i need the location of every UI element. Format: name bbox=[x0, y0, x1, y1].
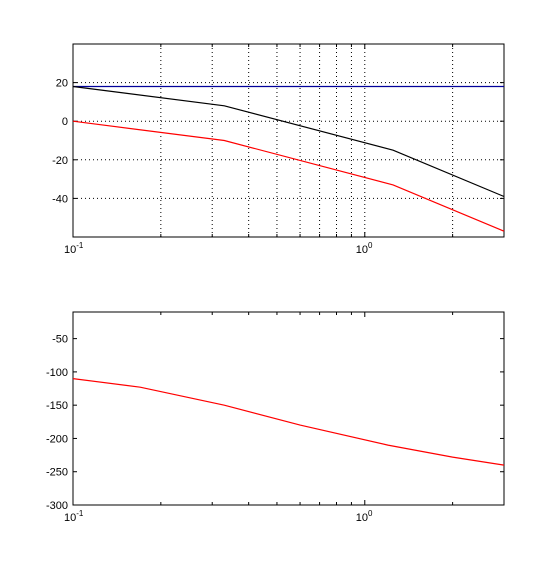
x-tick-label-base: 10 bbox=[356, 512, 368, 524]
x-tick-label-base: 10 bbox=[64, 244, 76, 256]
y-tick-label: -50 bbox=[52, 334, 68, 346]
x-tick-label-exponent: 0 bbox=[368, 509, 373, 518]
series-line-2 bbox=[72, 120, 505, 232]
x-tick-label-base: 10 bbox=[356, 244, 368, 256]
series-line-0 bbox=[72, 378, 505, 466]
y-tick-label: -150 bbox=[46, 400, 68, 412]
series-line-1 bbox=[72, 85, 505, 198]
y-tick-label: -20 bbox=[52, 155, 68, 167]
axes-box bbox=[72, 311, 505, 506]
y-tick-label: 20 bbox=[56, 78, 68, 90]
x-tick-label-base: 10 bbox=[64, 512, 76, 524]
x-tick-label: 100 bbox=[356, 241, 373, 256]
y-tick-label: -40 bbox=[52, 193, 68, 205]
y-tick-label: -100 bbox=[46, 367, 68, 379]
y-tick-label: -250 bbox=[46, 467, 68, 479]
x-tick-label-exponent: -1 bbox=[76, 241, 84, 250]
y-tick-label: 0 bbox=[62, 116, 68, 128]
y-tick-label: -200 bbox=[46, 433, 68, 445]
x-tick-label-exponent: 0 bbox=[368, 241, 373, 250]
x-tick-label: 10-1 bbox=[64, 509, 84, 524]
x-tick-label: 10-1 bbox=[64, 241, 84, 256]
axes-box bbox=[72, 43, 505, 238]
x-tick-label: 100 bbox=[356, 509, 373, 524]
y-tick-label: -300 bbox=[46, 500, 68, 512]
x-tick-label-exponent: -1 bbox=[76, 509, 84, 518]
